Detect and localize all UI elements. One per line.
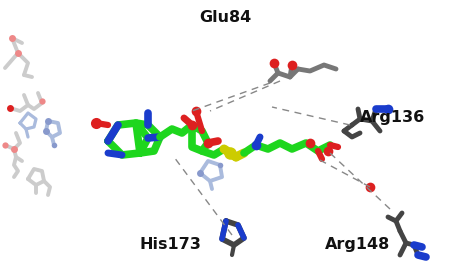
Text: Arg136: Arg136 — [360, 110, 426, 125]
Text: Glu84: Glu84 — [199, 10, 251, 25]
Text: His173: His173 — [140, 237, 202, 252]
Text: Arg148: Arg148 — [325, 237, 390, 252]
